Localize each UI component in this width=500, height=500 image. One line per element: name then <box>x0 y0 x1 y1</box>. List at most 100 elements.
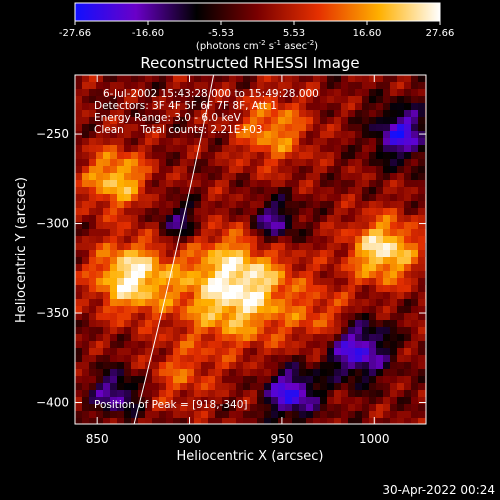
x-axis-label: Heliocentric X (arcsec) <box>177 449 324 464</box>
heatmap-cell <box>75 103 83 111</box>
heatmap-cell <box>313 173 321 181</box>
heatmap-cell <box>131 236 139 244</box>
heatmap-cell <box>278 236 286 244</box>
heatmap-cell <box>152 376 160 384</box>
y-tick-label: −300 <box>36 217 69 231</box>
heatmap-cell <box>243 201 251 209</box>
heatmap-cell <box>222 292 230 300</box>
heatmap-cell <box>250 166 258 174</box>
heatmap-cell <box>285 82 293 90</box>
heatmap-cell <box>397 418 405 424</box>
heatmap-cell <box>320 215 328 223</box>
heatmap-cell <box>355 369 363 377</box>
heatmap-cell <box>222 376 230 384</box>
heatmap-cell <box>103 334 111 342</box>
heatmap-cell <box>369 334 377 342</box>
heatmap-cell <box>320 278 328 286</box>
heatmap-cell <box>327 320 335 328</box>
heatmap-cell <box>278 201 286 209</box>
heatmap-cell <box>271 131 279 139</box>
heatmap-cell <box>194 299 202 307</box>
heatmap-cell <box>138 194 146 202</box>
heatmap-cell <box>313 138 321 146</box>
heatmap-cell <box>292 411 300 419</box>
heatmap-cell <box>327 369 335 377</box>
heatmap-cell <box>348 243 356 251</box>
heatmap-cell <box>138 250 146 258</box>
heatmap-cell <box>362 264 370 272</box>
heatmap-cell <box>271 334 279 342</box>
heatmap-cell <box>369 145 377 153</box>
heatmap-cell <box>278 292 286 300</box>
heatmap-cell <box>369 222 377 230</box>
heatmap-cell <box>110 250 118 258</box>
heatmap-cell <box>285 124 293 132</box>
heatmap-cell <box>390 201 398 209</box>
heatmap-cell <box>96 299 104 307</box>
heatmap-cell <box>411 390 419 398</box>
heatmap-cell <box>243 187 251 195</box>
heatmap-cell <box>96 362 104 370</box>
heatmap-cell <box>383 320 391 328</box>
heatmap-cell <box>117 299 125 307</box>
heatmap-cell <box>299 110 307 118</box>
heatmap-cell <box>187 250 195 258</box>
heatmap-cell <box>299 89 307 97</box>
heatmap-cell <box>411 250 419 258</box>
heatmap-cell <box>418 145 426 153</box>
heatmap-cell <box>292 299 300 307</box>
heatmap-cell <box>390 103 398 111</box>
heatmap-cell <box>369 215 377 223</box>
heatmap-cell <box>257 292 265 300</box>
heatmap-cell <box>292 264 300 272</box>
heatmap-cell <box>124 299 132 307</box>
heatmap-cell <box>82 236 90 244</box>
heatmap-cell <box>313 418 321 424</box>
heatmap-cell <box>236 201 244 209</box>
colorbar-tick-label: -16.60 <box>132 28 164 39</box>
heatmap-cell <box>103 411 111 419</box>
heatmap-cell <box>348 334 356 342</box>
heatmap-cell <box>411 131 419 139</box>
heatmap-cell <box>264 187 272 195</box>
heatmap-cell <box>369 264 377 272</box>
heatmap-cell <box>173 208 181 216</box>
heatmap-cell <box>222 306 230 314</box>
heatmap-cell <box>75 362 83 370</box>
heatmap-cell <box>159 117 167 125</box>
heatmap-cell <box>278 131 286 139</box>
heatmap-cell <box>145 278 153 286</box>
heatmap-cell <box>180 411 188 419</box>
heatmap-cell <box>292 243 300 251</box>
heatmap-cell <box>404 411 412 419</box>
heatmap-cell <box>215 250 223 258</box>
heatmap-cell <box>117 236 125 244</box>
heatmap-cell <box>376 117 384 125</box>
heatmap-cell <box>187 117 195 125</box>
heatmap-cell <box>110 82 118 90</box>
heatmap-cell <box>201 306 209 314</box>
heatmap-cell <box>404 397 412 405</box>
heatmap-cell <box>271 138 279 146</box>
heatmap-cell <box>166 131 174 139</box>
heatmap-cell <box>166 355 174 363</box>
heatmap-cell <box>82 264 90 272</box>
heatmap-cell <box>236 187 244 195</box>
heatmap-cell <box>166 369 174 377</box>
heatmap-cell <box>194 215 202 223</box>
heatmap-cell <box>271 236 279 244</box>
heatmap-cell <box>124 82 132 90</box>
heatmap-cell <box>362 173 370 181</box>
heatmap-cell <box>383 138 391 146</box>
heatmap-cell <box>82 82 90 90</box>
heatmap-cell <box>250 173 258 181</box>
heatmap-cell <box>390 292 398 300</box>
heatmap-cell <box>292 110 300 118</box>
heatmap-cell <box>131 404 139 412</box>
heatmap-cell <box>243 215 251 223</box>
heatmap-cell <box>355 271 363 279</box>
heatmap-cell <box>327 89 335 97</box>
heatmap-cell <box>390 222 398 230</box>
heatmap-cell <box>257 124 265 132</box>
heatmap-cell <box>404 194 412 202</box>
